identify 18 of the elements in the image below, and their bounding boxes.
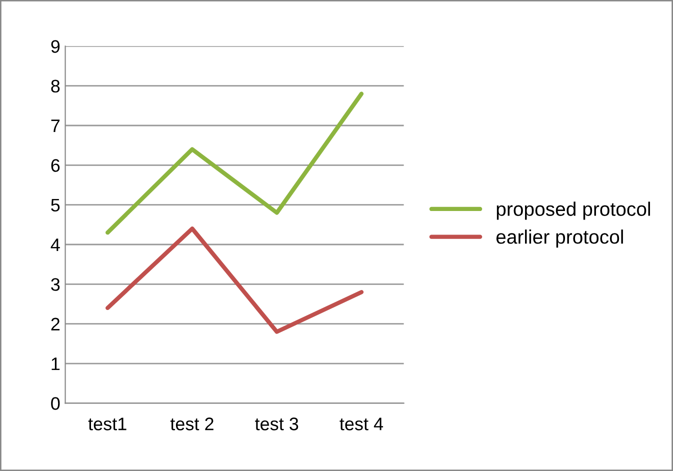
line-series [106,92,364,235]
legend-label: earlier protocol [496,230,623,248]
y-tick-label: 2 [51,318,60,330]
x-tick-label: test 2 [170,418,214,430]
x-tick-label: test 4 [340,418,384,430]
line-series [106,226,364,334]
y-tick-label: 7 [51,120,60,132]
y-tick-label: 9 [51,40,60,53]
y-tick-label: 4 [50,238,60,252]
y-tick-label: 3 [51,278,60,291]
y-tick-label: 5 [51,198,60,212]
x-tick-label: test1 [88,418,126,430]
x-tick-label: test 3 [255,418,298,430]
y-tick-label: 0 [51,397,60,410]
y-tick-label: 8 [51,80,60,93]
y-tick-label: 6 [51,159,60,172]
y-tick-label: 1 [52,358,60,370]
legend-label: proposed protocol [496,202,650,220]
